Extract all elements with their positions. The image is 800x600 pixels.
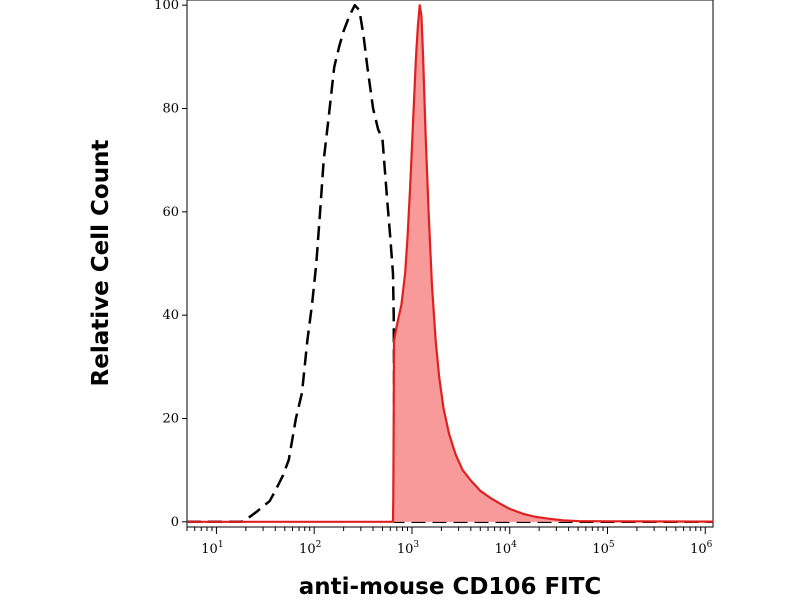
x-axis: 101 102 103 104 105 106 [186,527,713,557]
series-1-line [187,3,713,524]
plot-frame [186,0,714,528]
y-tick-label: 80 [162,102,179,117]
y-tick-label: 20 [162,412,179,427]
y-tick-label: 60 [162,205,179,220]
x-tick-label: 106 [690,540,713,557]
y-tick-label: 100 [154,0,179,13]
x-tick-label: 104 [495,540,518,557]
x-axis-label: anti-mouse CD106 FITC [299,574,602,600]
y-axis: 0 20 40 60 80 100 [154,0,187,530]
y-tick-label: 40 [162,308,179,323]
x-tick-label: 101 [201,540,223,557]
x-tick-label: 103 [397,540,420,557]
series-2-area [187,5,713,522]
x-tick-label: 102 [299,540,321,557]
x-tick-label: 105 [592,540,615,557]
y-axis-label: Relative Cell Count [88,140,114,387]
series-2-line [187,4,714,523]
y-tick-label: 0 [171,515,179,530]
series-layer [187,3,714,524]
